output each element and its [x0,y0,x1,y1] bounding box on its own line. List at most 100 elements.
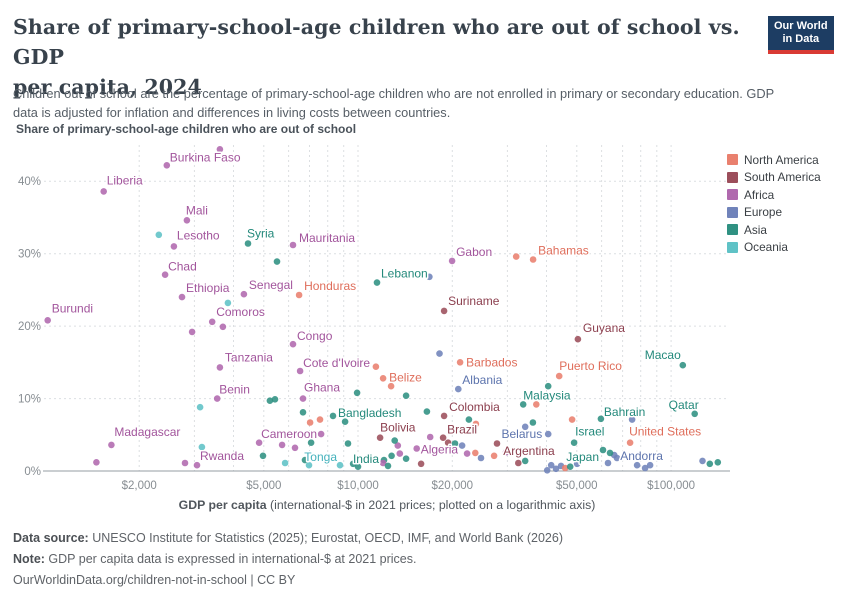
data-point[interactable] [379,459,387,467]
data-point-israel[interactable] [570,439,578,447]
data-point[interactable] [266,397,274,405]
data-point-liberia[interactable] [100,188,107,195]
data-point[interactable] [451,440,459,447]
data-point[interactable] [354,463,362,471]
data-point[interactable] [714,459,722,466]
owid-logo[interactable]: Our World in Data [768,16,834,54]
data-point[interactable] [307,439,315,447]
legend-item-africa[interactable]: Africa [727,186,821,204]
data-point[interactable] [271,396,279,403]
data-point-burkina-faso[interactable] [163,162,171,169]
legend-item-south-america[interactable]: South America [727,169,821,187]
data-point-mali[interactable] [183,217,191,224]
data-point[interactable] [552,465,560,473]
data-point-bahamas[interactable] [529,256,537,263]
data-point[interactable] [472,449,479,457]
data-point[interactable] [391,437,399,444]
data-point[interactable] [544,382,552,390]
data-point[interactable] [493,440,501,447]
data-point[interactable] [566,463,574,471]
legend-item-north-america[interactable]: North America [727,151,821,169]
data-point[interactable] [529,419,537,426]
data-point-albania[interactable] [455,385,462,393]
data-point[interactable] [384,462,392,470]
data-point-syria[interactable] [244,240,252,247]
data-point[interactable] [561,464,569,472]
data-point[interactable] [426,273,433,281]
data-point[interactable] [281,459,289,467]
data-point-burundi[interactable] [44,317,51,324]
data-point-cameroon[interactable] [317,430,325,438]
data-point[interactable] [633,461,641,469]
data-point[interactable] [477,454,485,462]
data-point[interactable] [436,350,443,357]
data-point[interactable] [299,409,307,416]
data-point[interactable] [306,419,314,426]
data-point[interactable] [706,460,714,468]
data-point[interactable] [402,455,410,463]
data-point[interactable] [387,382,395,390]
data-point[interactable] [388,452,395,460]
data-point[interactable] [423,408,431,415]
data-point[interactable] [291,444,299,452]
data-point[interactable] [628,416,636,423]
data-point[interactable] [301,456,309,464]
data-point[interactable] [465,416,473,423]
data-point[interactable] [613,454,621,462]
data-point-qatar[interactable] [691,410,698,418]
data-point-malaysia[interactable] [519,401,527,408]
data-point[interactable] [316,416,324,423]
data-point[interactable] [278,441,286,449]
data-point[interactable] [641,464,649,472]
data-point[interactable] [521,423,529,431]
data-point[interactable] [349,460,357,468]
data-point[interactable] [490,452,498,460]
data-point[interactable] [224,299,232,307]
legend-item-europe[interactable]: Europe [727,204,821,222]
data-point-bangladesh[interactable] [329,412,337,420]
data-point[interactable] [402,392,410,400]
data-point[interactable] [372,363,380,371]
data-point-comoros[interactable] [208,318,216,326]
data-point[interactable] [219,323,227,331]
data-point-bahrain[interactable] [597,415,605,423]
data-point[interactable] [458,442,466,449]
data-point-algeria[interactable] [413,445,421,452]
data-point-senegal[interactable] [240,290,248,298]
data-point-puerto-rico[interactable] [555,372,563,380]
data-point[interactable] [341,418,349,426]
data-point-tanzania[interactable] [216,364,224,371]
footer-link[interactable]: OurWorldinData.org/children-not-in-schoo… [13,573,296,587]
data-point-colombia[interactable] [440,412,448,420]
legend-item-oceania[interactable]: Oceania [727,239,821,257]
data-point-belize[interactable] [379,375,387,382]
data-point[interactable] [501,429,509,436]
data-point[interactable] [606,449,614,457]
data-point-tonga[interactable] [336,461,344,469]
data-point[interactable] [344,440,352,447]
data-point-honduras[interactable] [295,291,303,299]
data-point[interactable] [417,460,425,468]
data-point[interactable] [573,460,581,468]
data-point-bolivia[interactable] [376,434,384,442]
data-point-madagascar[interactable] [108,441,115,449]
data-point-chad[interactable] [161,271,169,279]
data-point-gabon[interactable] [448,257,456,265]
data-point[interactable] [396,450,404,457]
data-point-lesotho[interactable] [170,243,178,250]
data-point[interactable] [259,452,267,460]
data-point[interactable] [533,401,540,408]
data-point-belarus[interactable] [544,430,552,438]
data-point-macao[interactable] [679,361,687,369]
data-point[interactable] [198,443,206,451]
data-point[interactable] [305,461,313,469]
data-point[interactable] [181,459,189,467]
data-point[interactable] [646,461,654,469]
data-point[interactable] [543,467,551,474]
data-point-congo[interactable] [289,340,297,348]
data-point-rwanda[interactable] [193,461,201,469]
data-point[interactable] [604,459,612,467]
data-point[interactable] [366,457,374,465]
data-point[interactable] [93,459,100,466]
data-point[interactable] [155,231,163,239]
